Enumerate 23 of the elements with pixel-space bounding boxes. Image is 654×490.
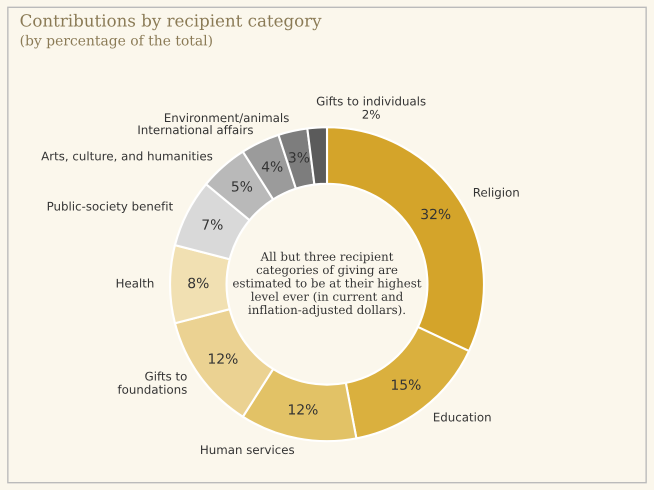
slice-label: Religion bbox=[474, 188, 519, 200]
data-label: 3% bbox=[288, 152, 310, 163]
slice-label: Arts, culture, and humanities bbox=[41, 151, 212, 162]
data-label: 12% bbox=[288, 404, 318, 415]
data-label: 12% bbox=[208, 353, 238, 364]
slice-label: Human services bbox=[201, 445, 294, 454]
text: All but three recipient categories of giving are estimated to be at their highest level ever (in current and inflation-adjusted dollars). bbox=[233, 252, 422, 317]
slice-label: Environment/animals bbox=[164, 113, 289, 124]
slice-label: International affairs bbox=[138, 125, 253, 134]
data-label: 2% bbox=[362, 110, 380, 119]
slice-label: Public-society benefit bbox=[48, 202, 173, 213]
data-label: 7% bbox=[202, 219, 223, 230]
slice-label: Education bbox=[434, 412, 491, 422]
data-label: 15% bbox=[392, 379, 421, 390]
slice-label: Gifts to foundations bbox=[118, 372, 187, 394]
chart-title: Contributions by recipient category bbox=[20, 14, 322, 30]
chart-subtitle: (by percentage of the total) bbox=[20, 34, 212, 48]
data-label: 8% bbox=[188, 278, 209, 288]
slice-label: Gifts to individuals bbox=[316, 96, 426, 106]
data-label: 5% bbox=[232, 181, 252, 192]
slice-label: Health bbox=[116, 278, 154, 288]
data-label: 32% bbox=[421, 208, 450, 220]
data-label: 4% bbox=[262, 161, 282, 172]
